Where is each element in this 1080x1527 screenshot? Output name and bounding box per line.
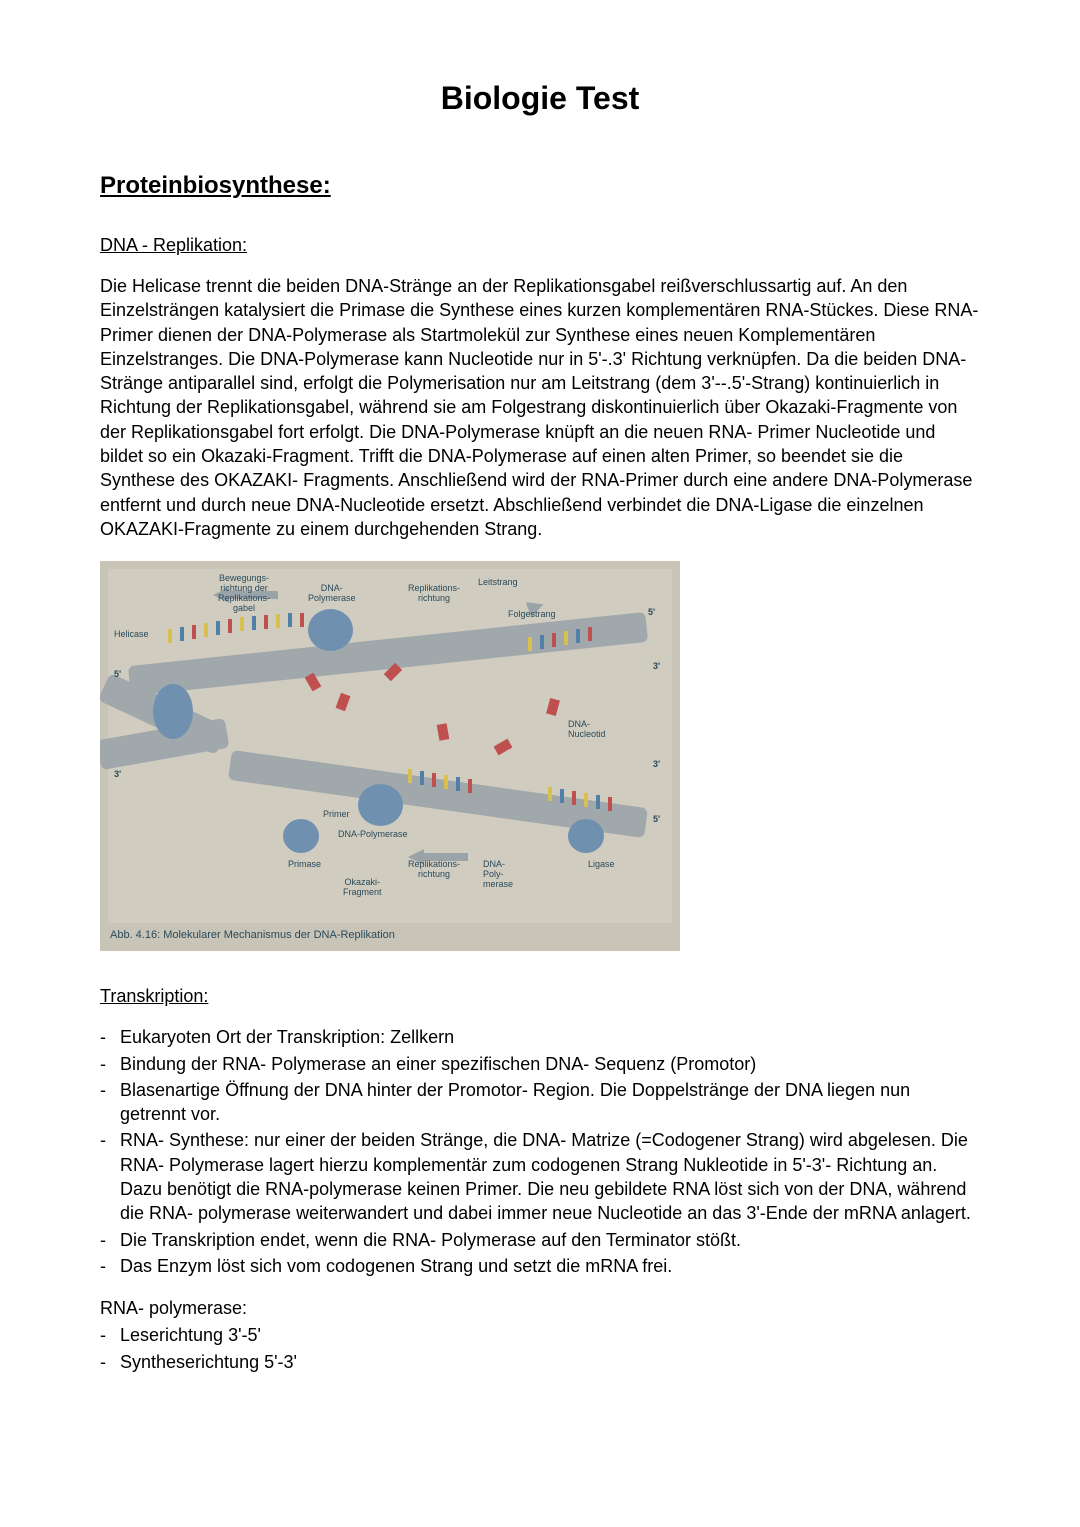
bullet-item: -Leserichtung 3'-5' <box>100 1323 980 1347</box>
free-nuc-1 <box>336 693 351 711</box>
bullet-item: -Bindung der RNA- Polymerase an einer sp… <box>100 1052 980 1076</box>
label-replrichtung: Replikations- richtung <box>408 583 460 603</box>
helicase-blob <box>153 684 193 739</box>
bullet-text: Syntheserichtung 5'-3' <box>120 1350 980 1374</box>
bullet-text: Blasenartige Öffnung der DNA hinter der … <box>120 1078 980 1127</box>
ligase-blob <box>568 819 604 853</box>
primase-blob <box>283 819 319 853</box>
bullet-text: RNA- Synthese: nur einer der beiden Strä… <box>120 1128 980 1225</box>
label-dnanuc: DNA- Nucleotid <box>568 719 606 739</box>
bullet-list-rna-polymerase: -Leserichtung 3'-5'-Syntheserichtung 5'-… <box>100 1323 980 1374</box>
label-primer: Primer <box>323 809 350 819</box>
bullet-item: -Blasenartige Öffnung der DNA hinter der… <box>100 1078 980 1127</box>
bullet-text: Das Enzym löst sich vom codogenen Strang… <box>120 1254 980 1278</box>
bullet-dash: - <box>100 1323 120 1347</box>
bullet-dash: - <box>100 1052 120 1076</box>
free-nuc-5 <box>494 739 513 756</box>
bullet-text: Bindung der RNA- Polymerase an einer spe… <box>120 1052 980 1076</box>
bullet-item: -Das Enzym löst sich vom codogenen Stran… <box>100 1254 980 1278</box>
label-folgestrang: Folgestrang <box>508 609 556 619</box>
label-leitstrang: Leitstrang <box>478 577 518 587</box>
label-dnapoly: DNA- Polymerase <box>308 583 356 603</box>
page-title: Biologie Test <box>100 80 980 117</box>
section-heading-proteinbiosynthese: Proteinbiosynthese: <box>100 172 980 200</box>
bullet-dash: - <box>100 1128 120 1225</box>
label-bewegung: Bewegungs- richtung der Replikations- ga… <box>218 573 270 613</box>
label-primase: Primase <box>288 859 321 869</box>
paragraph-dna-replikation: Die Helicase trennt die beiden DNA-Strän… <box>100 274 980 541</box>
bullet-item: -Die Transkription endet, wenn die RNA- … <box>100 1228 980 1252</box>
sub-heading-dna-replikation: DNA - Replikation: <box>100 235 980 256</box>
label-replrichtung2: Replikations- richtung <box>408 859 460 879</box>
bullet-item: -Eukaryoten Ort der Transkription: Zellk… <box>100 1025 980 1049</box>
bullet-text: Eukaryoten Ort der Transkription: Zellke… <box>120 1025 980 1049</box>
label-helicase: Helicase <box>114 629 149 639</box>
bullet-item: -RNA- Synthese: nur einer der beiden Str… <box>100 1128 980 1225</box>
bullet-list-transkription: -Eukaryoten Ort der Transkription: Zellk… <box>100 1025 980 1278</box>
bullet-dash: - <box>100 1350 120 1374</box>
sub-heading-rna-polymerase: RNA- polymerase: <box>100 1298 980 1319</box>
label-dnapoly2: DNA-Polymerase <box>338 829 408 839</box>
sub-heading-transkription: Transkription: <box>100 986 980 1007</box>
label-okazaki: Okazaki- Fragment <box>343 877 382 897</box>
bullet-text: Die Transkription endet, wenn die RNA- P… <box>120 1228 980 1252</box>
label-dnapoly3: DNA- Poly- merase <box>483 859 513 889</box>
figure-caption: Abb. 4.16: Molekularer Mechanismus der D… <box>110 929 395 941</box>
bullet-dash: - <box>100 1078 120 1127</box>
polymerase-blob-1 <box>308 609 353 651</box>
bullet-dash: - <box>100 1254 120 1278</box>
polymerase-blob-2 <box>358 784 403 826</box>
free-nuc-6 <box>546 698 560 716</box>
bullet-dash: - <box>100 1025 120 1049</box>
label-ligase: Ligase <box>588 859 615 869</box>
figure-background: Bewegungs- richtung der Replikations- ga… <box>108 569 672 923</box>
bullet-text: Leserichtung 3'-5' <box>120 1323 980 1347</box>
bullet-dash: - <box>100 1228 120 1252</box>
figure-dna-replication: Bewegungs- richtung der Replikations- ga… <box>100 561 680 951</box>
free-nuc-4 <box>437 724 450 741</box>
bullet-item: -Syntheserichtung 5'-3' <box>100 1350 980 1374</box>
